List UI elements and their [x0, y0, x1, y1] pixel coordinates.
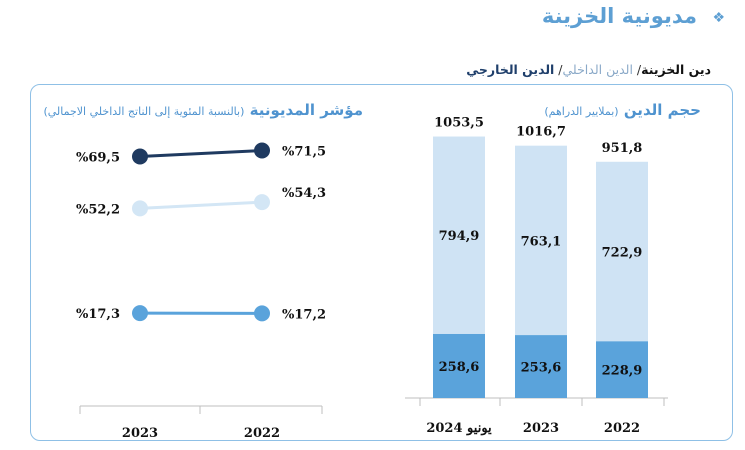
bar-category-label: 2023: [523, 421, 559, 436]
bar-total-label: 1016,7: [516, 125, 566, 140]
line-point-label: %17,3: [76, 307, 120, 322]
bar-domestic-debt: [596, 161, 648, 342]
line-chart-title-text: مؤشر المديونية: [249, 101, 363, 119]
bar-chart-title: حجم الدين (بملايير الدراهم): [544, 101, 701, 119]
bar-chart-unit: (بملايير الدراهم): [544, 105, 619, 118]
legend-separator: /: [636, 62, 642, 77]
line-series-point: [132, 305, 148, 322]
bar-external-debt: [596, 341, 648, 398]
bar-external-value-label: 228,9: [602, 364, 643, 379]
bar-total-label: 951,8: [602, 141, 643, 156]
bar-domestic-value-label: 763,1: [521, 234, 562, 249]
line-series-point: [254, 305, 270, 322]
bar-domestic-value-label: 794,9: [439, 229, 480, 244]
line-series-point: [132, 148, 148, 165]
bar-total-label: 1053,5: [434, 116, 484, 131]
line-point-label: %54,3: [282, 186, 326, 201]
legend-total-debt: دين الخزينة: [641, 62, 711, 77]
line-chart-unit: (بالنسبة المئوية إلى الناتج الداخلي الاج…: [43, 105, 245, 118]
bar-external-debt: [433, 333, 485, 398]
bar-domestic-debt: [515, 145, 567, 336]
debt-breakdown-legend: دين الخزينة/ الدين الداخلي/ الدين الخارج…: [466, 62, 711, 77]
line-point-label: %69,5: [76, 151, 120, 166]
line-series-point: [254, 194, 270, 211]
line-chart-title: مؤشر المديونية (بالنسبة المئوية إلى النا…: [43, 101, 363, 119]
line-series-point: [132, 200, 148, 217]
bar-category-label: يونيو 2024: [426, 421, 492, 436]
legend-domestic-debt: الدين الداخلي: [562, 62, 633, 77]
bar-domestic-debt: [433, 136, 485, 334]
bar-chart-title-text: حجم الدين: [623, 101, 701, 119]
legend-external-debt: الدين الخارجي: [466, 62, 555, 77]
line-series-path: [139, 200, 263, 210]
bar-external-debt: [515, 335, 567, 398]
charts-panel: [30, 84, 733, 441]
line-series-path: [139, 149, 263, 158]
bar-domestic-value-label: 722,9: [602, 245, 643, 260]
line-category-label: 2022: [244, 426, 280, 441]
title-bullet-icon: ❖: [712, 10, 725, 26]
line-point-label: %17,2: [282, 307, 326, 322]
line-point-label: %71,5: [282, 145, 326, 160]
page-title: مديونية الخزينة: [541, 4, 697, 28]
line-series-point: [254, 142, 270, 159]
bar-external-value-label: 253,6: [521, 361, 562, 376]
bar-external-value-label: 258,6: [439, 360, 480, 375]
legend-separator: /: [558, 62, 563, 77]
line-point-label: %52,2: [76, 202, 120, 217]
line-category-label: 2023: [122, 426, 158, 441]
bar-category-label: 2022: [604, 421, 640, 436]
